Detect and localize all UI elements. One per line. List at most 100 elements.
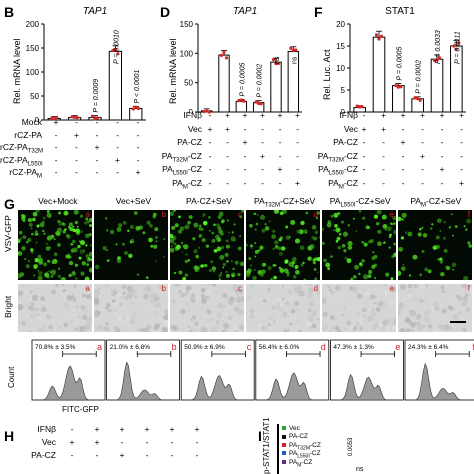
gfp-cell [41,229,45,233]
histogram-curve [106,361,180,401]
gfp-cell [154,227,159,232]
gfp-cell [51,260,56,265]
gfp-cell [87,257,91,261]
bright-cell [346,320,351,326]
gfp-cell [404,231,408,234]
bright-cell [38,316,44,321]
bright-cell [416,321,421,326]
bright-cell [152,310,159,317]
gfp-cell [402,263,405,266]
gfp-cell [35,210,40,213]
gfp-cell [318,236,320,239]
bright-cell [55,284,59,288]
gfp-cell [79,214,84,218]
condition-cell: - [278,123,282,134]
stat-label: P = 0.0033 [435,30,442,64]
legend-marker [282,451,286,456]
condition-row-label: rCZ-PAT32M [0,142,44,155]
gfp-cell [150,244,154,248]
gfp-cell [237,272,241,277]
bright-cell [233,306,240,312]
bright-cell [199,304,205,310]
gfp-cell [334,224,338,228]
condition-cell: - [421,164,424,174]
condition-cell: - [226,137,229,147]
bright-cell [262,299,267,303]
bright-cell [272,319,276,324]
gfp-cell [388,246,391,249]
gfp-cell [285,225,289,229]
bright-cell [117,315,123,321]
bright-cell [343,307,346,310]
gfp-cell [389,222,393,225]
gfp-cell [222,262,227,267]
bright-cell [48,310,52,314]
gfp-cell [322,227,325,231]
bright-cell [246,322,249,326]
bright-cell [79,325,86,332]
bright-cell [314,284,320,287]
gfp-cell [277,246,282,251]
bright-cell [18,290,24,296]
column-header: PAT32M-CZ+SeV [253,196,316,209]
gfp-cell [37,275,43,280]
gfp-cell [224,252,229,257]
y-tick-label: 150 [180,20,194,29]
gfp-cell [254,241,257,244]
data-point [136,106,140,111]
data-point [358,105,362,109]
condition-row-label: Vec [187,123,202,134]
gfp-cell [155,236,158,239]
bright-cell [126,292,133,299]
gfp-cell [281,210,287,214]
gfp-cell [313,268,317,271]
gfp-micrograph: b [94,210,168,280]
gfp-cell [419,273,423,277]
gfp-cell [290,220,296,225]
bright-cell [173,326,178,331]
bright-cell [156,301,162,308]
gfp-cell [463,225,466,228]
condition-cell: - [116,167,119,177]
gfp-cell [239,235,242,238]
gfp-cell [179,272,182,275]
condition-cell: - [54,142,58,152]
panel-letter-h: H [4,428,15,444]
gfp-cell [325,262,331,268]
bright-cell [260,297,263,300]
bright-cell [239,286,244,291]
gfp-cell [348,258,351,261]
gfp-percentage: 70.8% ± 3.5% [35,344,76,351]
y-tick-label: 20 [336,20,345,29]
bright-cell [326,293,330,297]
data-point [259,102,263,106]
bright-cell [206,309,210,313]
gfp-cell [73,210,79,215]
gfp-cell [300,263,304,267]
bright-cell [372,325,377,330]
data-point [452,44,456,48]
gfp-cell [385,272,390,277]
bright-cell [282,297,285,301]
condition-cell: - [243,164,247,174]
condition-row-label: PAM-CZ [172,177,202,191]
gfp-cell [259,245,264,250]
bright-cell [192,315,197,319]
bright-cell [248,308,252,312]
data-point [113,47,117,52]
panel-g-histograms: Count 70.8% ± 3.5% a 21.0% ± 6.8% b 50.9% ± 6… [7,339,474,414]
gfp-cell [327,267,330,270]
gfp-cell [311,224,317,230]
gfp-cell [50,275,54,278]
bright-cell [389,299,396,306]
data-point [257,101,261,106]
gfp-cell [303,278,307,280]
gfp-cell [226,219,229,222]
bright-cell [399,284,406,290]
data-point [207,110,211,114]
gfp-cell [205,244,210,248]
panel-f-title: STAT1 [385,6,415,17]
legend-marker [282,434,286,439]
bright-cell [132,310,136,314]
condition-cell: - [75,142,78,152]
